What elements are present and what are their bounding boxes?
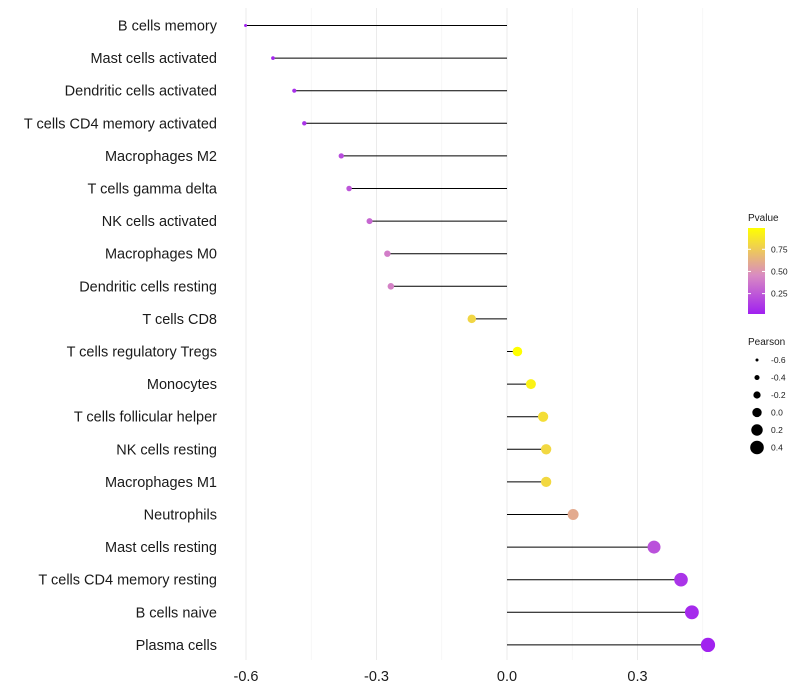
y-axis-label: Dendritic cells activated [65, 84, 217, 100]
size-legend-key [750, 440, 764, 455]
y-axis-label: NK cells resting [116, 442, 217, 458]
lollipop-point [271, 56, 275, 60]
lollipop-point [512, 346, 523, 357]
lollipop-point [700, 637, 716, 653]
lollipop-point [540, 476, 552, 488]
size-legend-label: -0.2 [771, 390, 786, 400]
size-legend-key [755, 358, 759, 362]
y-axis-label: Neutrophils [144, 508, 217, 524]
y-axis-label: T cells gamma delta [88, 182, 218, 198]
segments-layer [245, 25, 708, 646]
colorbar-tick-label: 0.50 [771, 266, 788, 276]
lollipop-point [567, 509, 579, 520]
lollipop-point [684, 605, 699, 620]
lollipop-point [302, 121, 307, 126]
lollipop-point [292, 88, 297, 93]
pvalue-legend-title: Pvalue [748, 213, 779, 224]
size-legend-label: 0.2 [771, 425, 783, 435]
y-axis-label: T cells CD4 memory resting [38, 573, 217, 589]
size-legend-key [751, 424, 763, 436]
y-axis-label: B cells naive [136, 605, 217, 621]
pvalue-colorbar [748, 228, 765, 314]
y-axis-label: Macrophages M1 [105, 475, 217, 491]
lollipop-point [467, 314, 477, 324]
y-axis-label: NK cells activated [102, 214, 217, 230]
y-axis-label: Monocytes [147, 377, 217, 393]
size-legend-label: -0.4 [771, 373, 786, 383]
size-legend-label: 0.4 [771, 443, 783, 453]
y-axis-label: Macrophages M0 [105, 247, 217, 263]
y-axis-label: Plasma cells [136, 638, 217, 654]
y-axis-label: T cells regulatory Tregs [67, 345, 217, 361]
lollipop-point [387, 283, 395, 290]
points-layer [244, 24, 716, 653]
pearson-legend-title: Pearson [748, 337, 785, 348]
pvalue-legend: Pvalue 0.75 0.50 0.25 [748, 213, 788, 314]
lollipop-point [537, 411, 549, 422]
size-legend-label: -0.6 [771, 355, 786, 365]
y-axis-label: Dendritic cells resting [79, 279, 217, 295]
x-axis-ticks: -0.6 -0.3 0.0 0.3 [234, 669, 648, 685]
grid-layer [245, 8, 704, 660]
x-tick-label: -0.6 [234, 669, 259, 685]
x-tick-label: -0.3 [364, 669, 389, 685]
y-axis-label: T cells CD4 memory activated [24, 116, 217, 132]
lollipop-point [540, 444, 552, 455]
y-axis-label: B cells memory [118, 19, 218, 35]
colorbar-tick-label: 0.25 [771, 289, 788, 299]
lollipop-point [525, 379, 536, 390]
size-legend-key [754, 374, 760, 381]
lollipop-point [244, 24, 248, 27]
x-tick-label: 0.0 [497, 669, 517, 685]
lollipop-point [674, 572, 688, 587]
lollipop-point [647, 540, 661, 554]
x-tick-label: 0.3 [627, 669, 647, 685]
y-axis-label: Mast cells resting [105, 540, 217, 556]
y-axis-label: Macrophages M2 [105, 149, 217, 165]
lollipop-point [384, 250, 391, 257]
lollipop-point [346, 185, 352, 192]
size-legend-key [752, 407, 762, 418]
lollipop-point [366, 218, 373, 225]
y-axis-labels: B cells memory Mast cells activated Dendri… [24, 19, 218, 654]
lollipop-point [338, 153, 344, 159]
colorbar-tick-label: 0.75 [771, 244, 788, 254]
size-legend-label: 0.0 [771, 408, 783, 418]
pearson-legend: Pearson -0.6 -0.4 -0.2 0.0 0.2 0.4 [748, 337, 786, 455]
y-axis-label: T cells CD8 [142, 312, 217, 328]
size-legend-key [753, 391, 761, 399]
y-axis-label: Mast cells activated [90, 51, 217, 67]
y-axis-label: T cells follicular helper [74, 410, 217, 426]
